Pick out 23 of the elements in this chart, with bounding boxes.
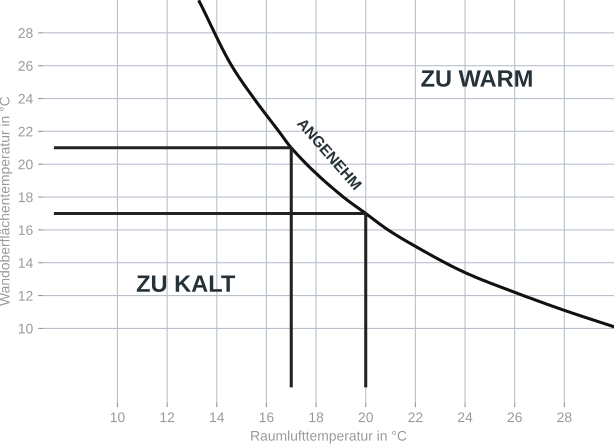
x-tick-label: 12: [160, 412, 174, 422]
y-tick-label: 20: [18, 160, 33, 170]
y-tick-label: 28: [18, 28, 33, 38]
x-tick-label: 18: [309, 412, 324, 422]
y-tick-label: 26: [18, 61, 33, 71]
x-tick-label: 20: [358, 412, 373, 422]
x-tick-label: 28: [557, 412, 572, 422]
y-tick-label: 14: [18, 258, 33, 268]
annotation: ZU KALT: [136, 275, 236, 292]
y-tick-label: 18: [18, 192, 33, 202]
y-tick-label: 22: [18, 126, 33, 136]
x-tick-label: 10: [110, 412, 125, 422]
annotation: ZU WARM: [421, 70, 532, 87]
x-axis-title: Raumlufttemperatur in °C: [251, 430, 406, 444]
x-tick-label: 26: [508, 412, 522, 422]
y-tick-label: 12: [18, 290, 33, 301]
x-tick-label: 22: [408, 412, 422, 422]
y-tick-label: 24: [18, 94, 33, 104]
x-tick-label: 14: [210, 412, 224, 422]
y-tick-label: 10: [18, 324, 33, 334]
x-tick-label: 16: [260, 412, 274, 422]
y-tick-label: 16: [18, 225, 33, 236]
x-tick-label: 24: [458, 412, 472, 422]
